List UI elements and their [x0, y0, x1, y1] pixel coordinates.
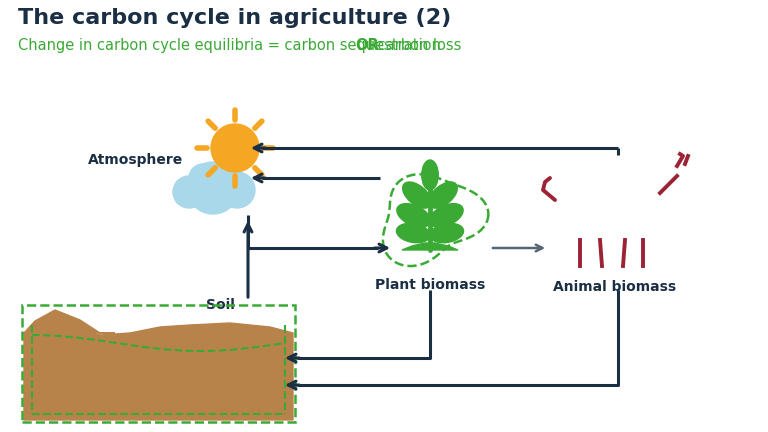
Text: Soil: Soil — [206, 298, 234, 312]
Circle shape — [211, 124, 259, 172]
Polygon shape — [402, 243, 458, 250]
Polygon shape — [24, 323, 293, 420]
Ellipse shape — [396, 223, 430, 243]
Ellipse shape — [402, 182, 432, 208]
Ellipse shape — [397, 203, 431, 227]
Text: Plant biomass: Plant biomass — [375, 278, 485, 292]
Ellipse shape — [430, 223, 464, 243]
Circle shape — [173, 176, 205, 208]
Circle shape — [219, 172, 255, 208]
Ellipse shape — [429, 182, 458, 208]
Text: Change in carbon cycle equilibria = carbon sequestration: Change in carbon cycle equilibria = carb… — [18, 38, 445, 53]
Text: The carbon cycle in agriculture (2): The carbon cycle in agriculture (2) — [18, 8, 452, 28]
Circle shape — [187, 162, 239, 214]
Text: OR: OR — [355, 38, 379, 53]
Polygon shape — [24, 310, 115, 333]
Circle shape — [209, 160, 241, 192]
Text: Atmosphere: Atmosphere — [88, 153, 184, 167]
Text: carbon loss: carbon loss — [373, 38, 462, 53]
Text: Animal biomass: Animal biomass — [554, 280, 677, 294]
Ellipse shape — [429, 203, 463, 227]
Ellipse shape — [422, 160, 439, 190]
Bar — [22, 305, 295, 422]
Circle shape — [189, 164, 217, 192]
